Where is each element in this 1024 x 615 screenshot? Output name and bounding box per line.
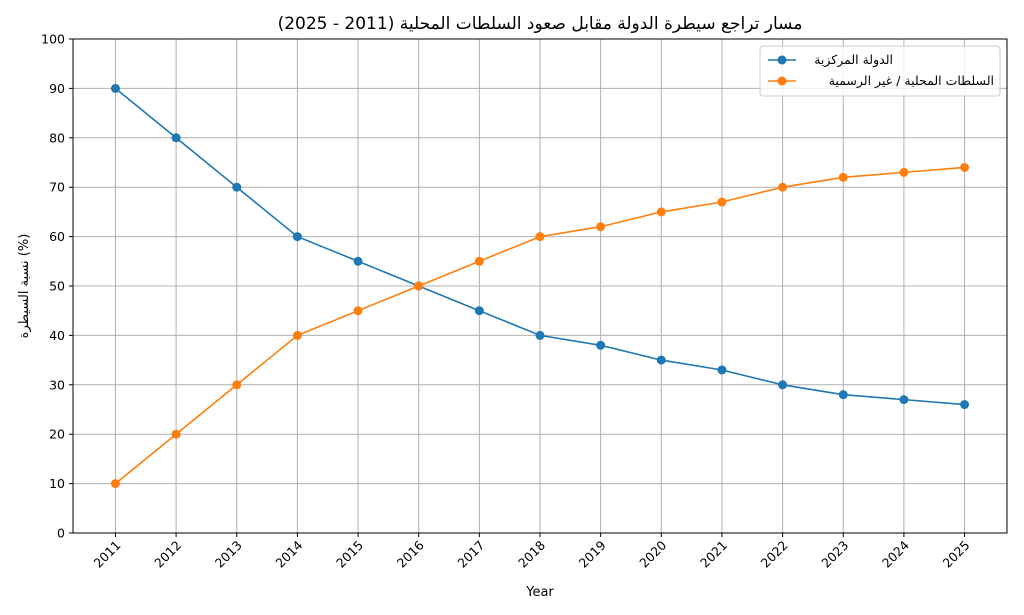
data-point-central-state xyxy=(110,83,120,93)
data-point-local-authorities xyxy=(292,330,302,340)
data-point-central-state xyxy=(656,355,666,365)
legend-marker-state xyxy=(777,55,787,65)
y-tick-label: 30 xyxy=(49,377,65,392)
y-tick-label: 0 xyxy=(57,526,65,541)
x-tick-label: 2025 xyxy=(940,538,973,571)
data-point-central-state xyxy=(596,340,606,350)
y-tick-label: 60 xyxy=(49,229,65,244)
data-point-local-authorities xyxy=(960,162,970,172)
legend: الدولة المركزية السلطات المحلية / غير ال… xyxy=(759,45,1001,97)
x-tick-label: 2023 xyxy=(818,538,851,571)
data-point-local-authorities xyxy=(414,281,424,291)
x-tick-label: 2012 xyxy=(151,538,184,571)
legend-label-local: السلطات المحلية / غير الرسمية xyxy=(829,73,994,89)
data-point-central-state xyxy=(535,330,545,340)
data-point-local-authorities xyxy=(232,380,242,390)
chart-title: مسار تراجع سيطرة الدولة مقابل صعود السلط… xyxy=(278,14,803,34)
y-tick-label: 40 xyxy=(49,328,65,343)
data-point-central-state xyxy=(353,256,363,266)
x-tick-label: 2011 xyxy=(90,538,123,571)
x-axis: 2011 2012 2013 2014 2015 2016 2017 2018 2019 2020… xyxy=(90,533,973,571)
y-tick-label: 20 xyxy=(49,427,65,442)
data-point-local-authorities xyxy=(171,429,181,439)
data-point-central-state xyxy=(474,306,484,316)
x-tick-label: 2013 xyxy=(212,538,245,571)
data-point-central-state xyxy=(838,390,848,400)
legend-box xyxy=(759,45,1001,97)
y-tick-label: 50 xyxy=(49,279,65,294)
x-tick-label: 2022 xyxy=(758,538,791,571)
y-axis: 0 10 20 30 40 50 60 70 80 90 100 xyxy=(41,32,73,541)
y-tick-label: 70 xyxy=(49,180,65,195)
data-point-local-authorities xyxy=(656,207,666,217)
data-point-local-authorities xyxy=(535,232,545,242)
y-tick-label: 100 xyxy=(41,32,65,47)
x-tick-label: 2021 xyxy=(697,538,730,571)
legend-marker-local xyxy=(777,76,787,86)
y-tick-label: 80 xyxy=(49,130,65,145)
data-point-central-state xyxy=(292,232,302,242)
data-point-central-state xyxy=(717,365,727,375)
x-axis-label: Year xyxy=(525,585,554,600)
y-tick-label: 10 xyxy=(49,476,65,491)
data-point-local-authorities xyxy=(110,479,120,489)
x-tick-label: 2019 xyxy=(576,537,609,570)
x-tick-label: 2014 xyxy=(272,537,305,570)
data-point-central-state xyxy=(899,395,909,405)
x-tick-label: 2024 xyxy=(879,537,912,570)
data-point-central-state xyxy=(960,400,970,410)
legend-label-state: الدولة المركزية xyxy=(814,52,893,68)
data-point-central-state xyxy=(778,380,788,390)
series-layer xyxy=(110,83,970,489)
y-axis-label: نسبة السيطرة (%) xyxy=(17,234,32,339)
data-point-central-state xyxy=(171,133,181,143)
x-tick-label: 2017 xyxy=(454,538,487,571)
x-tick-label: 2018 xyxy=(515,537,548,570)
x-tick-label: 2016 xyxy=(394,537,427,570)
data-point-local-authorities xyxy=(717,197,727,207)
data-point-local-authorities xyxy=(899,167,909,177)
x-tick-label: 2015 xyxy=(333,538,366,571)
data-point-local-authorities xyxy=(474,256,484,266)
data-point-central-state xyxy=(232,182,242,192)
data-point-local-authorities xyxy=(838,172,848,182)
y-tick-label: 90 xyxy=(49,81,65,96)
x-tick-label: 2020 xyxy=(636,537,669,570)
grid xyxy=(73,38,1007,534)
data-point-local-authorities xyxy=(353,306,363,316)
data-point-local-authorities xyxy=(778,182,788,192)
data-point-local-authorities xyxy=(596,222,606,232)
